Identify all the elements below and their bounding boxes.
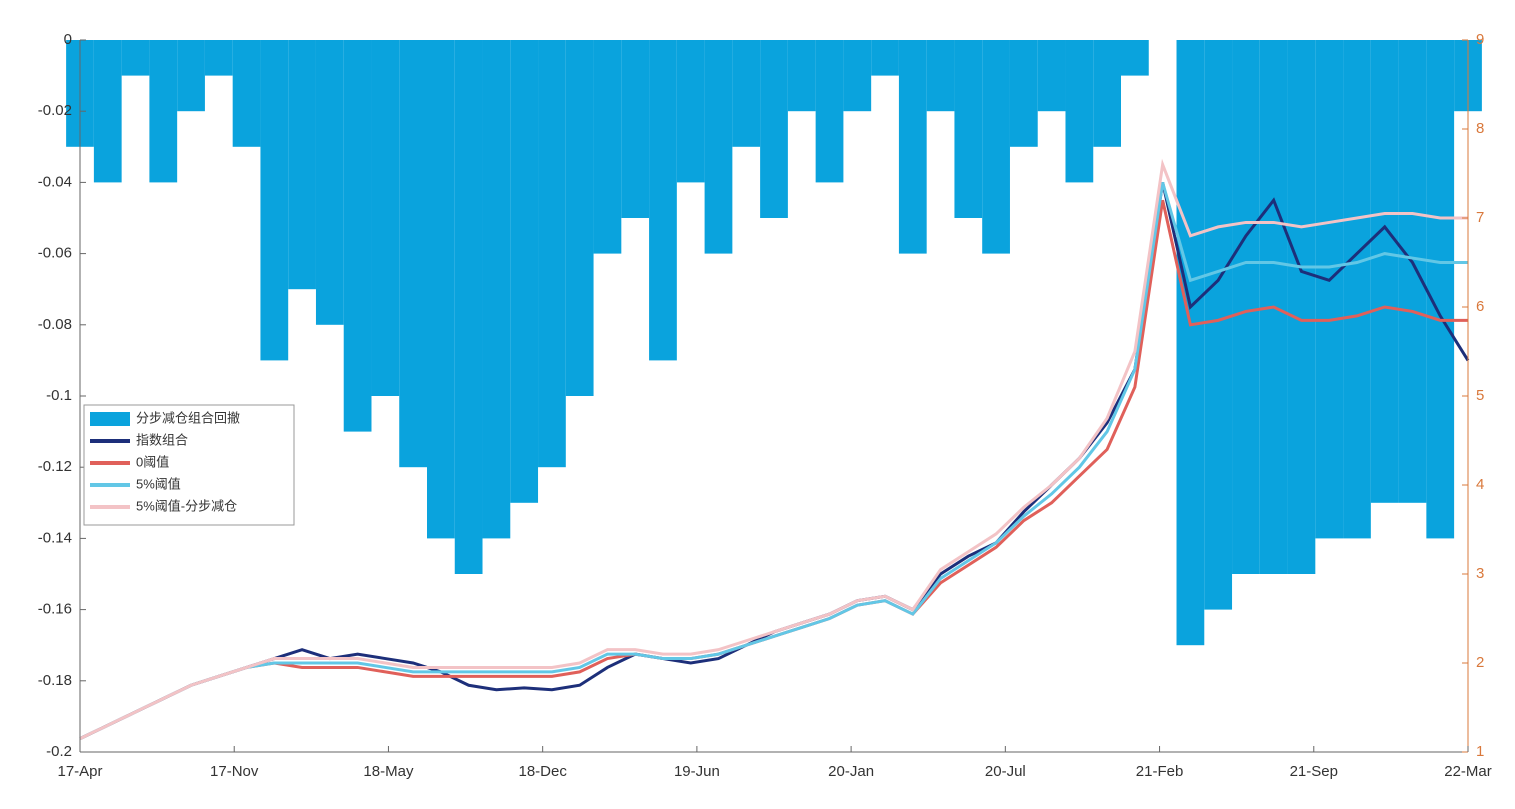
x-tick-label: 20-Jan: [828, 763, 874, 780]
x-tick-label: 20-Jul: [985, 763, 1026, 780]
legend-label: 5%阈值: [136, 476, 181, 491]
x-tick-label: 17-Nov: [210, 763, 259, 780]
y2-tick-label: 5: [1476, 387, 1484, 404]
drawdown-bar: [1065, 40, 1094, 183]
drawdown-bar: [1370, 40, 1399, 503]
y2-tick-label: 4: [1476, 476, 1484, 493]
legend-label: 分步减仓组合回撤: [136, 410, 240, 425]
x-tick-label: 21-Feb: [1136, 763, 1184, 780]
legend-label: 5%阈值-分步减仓: [136, 498, 237, 513]
y2-tick-label: 8: [1476, 120, 1484, 137]
y2-tick-label: 6: [1476, 298, 1484, 315]
drawdown-bar: [149, 40, 178, 183]
drawdown-bar: [871, 40, 899, 76]
drawdown-bar: [399, 40, 427, 468]
drawdown-bar: [926, 40, 955, 112]
y-tick-label: -0.12: [38, 458, 72, 475]
y2-tick-label: 7: [1476, 209, 1484, 226]
drawdown-bar: [787, 40, 816, 112]
drawdown-bar: [1176, 40, 1205, 646]
y-tick-label: -0.14: [38, 529, 72, 546]
y2-tick-label: 2: [1476, 654, 1484, 671]
drawdown-bar: [93, 40, 122, 183]
drawdown-bar: [538, 40, 566, 468]
y-tick-label: 0: [64, 31, 72, 48]
drawdown-bar: [1287, 40, 1316, 574]
drawdown-bar: [1037, 40, 1066, 112]
drawdown-bar: [482, 40, 511, 539]
x-tick-label: 22-Mar: [1444, 763, 1492, 780]
drawdown-bar: [315, 40, 344, 325]
drawdown-bar: [204, 40, 233, 76]
drawdown-bar: [1426, 40, 1455, 539]
drawdown-bar: [260, 40, 289, 361]
drawdown-bar: [898, 40, 927, 254]
x-tick-label: 21-Sep: [1290, 763, 1338, 780]
drawdown-bar: [343, 40, 372, 432]
series-line: [79, 181, 1468, 741]
series-line: [79, 158, 1468, 741]
drawdown-bar: [121, 40, 150, 76]
y-tick-label: -0.08: [38, 316, 72, 333]
drawdown-bar: [732, 40, 761, 147]
drawdown-bar: [232, 40, 261, 147]
x-tick-label: 17-Apr: [57, 763, 102, 780]
drawdown-bar: [760, 40, 788, 218]
drawdown-bar: [371, 40, 400, 396]
y2-tick-label: 9: [1476, 31, 1484, 48]
drawdown-bar: [1398, 40, 1427, 503]
y-tick-label: -0.04: [38, 173, 72, 190]
drawdown-bar: [1232, 40, 1260, 574]
drawdown-bar: [565, 40, 594, 396]
drawdown-bar: [704, 40, 733, 254]
drawdown-bar: [1009, 40, 1038, 147]
drawdown-bar: [593, 40, 622, 254]
drawdown-bar: [1121, 40, 1149, 76]
legend-label: 0阈值: [136, 454, 169, 469]
drawdown-bar: [427, 40, 455, 539]
y2-tick-label: 3: [1476, 565, 1484, 582]
y-tick-label: -0.1: [46, 387, 72, 404]
y-tick-label: -0.16: [38, 601, 72, 618]
x-tick-label: 19-Jun: [674, 763, 720, 780]
drawdown-bar: [454, 40, 483, 574]
drawdown-bar: [177, 40, 205, 112]
drawdown-bar: [843, 40, 872, 112]
drawdown-bar: [982, 40, 1010, 254]
drawdown-bar: [1315, 40, 1344, 539]
y-tick-label: -0.2: [46, 743, 72, 760]
y2-tick-label: 1: [1476, 743, 1484, 760]
y-tick-label: -0.18: [38, 672, 72, 689]
drawdown-bar: [1204, 40, 1233, 610]
legend-swatch: [90, 412, 130, 426]
drawdown-bar: [815, 40, 844, 183]
drawdown-bar: [676, 40, 705, 183]
drawdown-bar: [954, 40, 983, 218]
drawdown-bar: [1343, 40, 1371, 539]
y-tick-label: -0.02: [38, 102, 72, 119]
x-tick-label: 18-Dec: [518, 763, 567, 780]
drawdown-bar: [288, 40, 316, 290]
drawdown-bar: [649, 40, 677, 361]
drawdown-bar: [510, 40, 539, 503]
y-tick-label: -0.06: [38, 245, 72, 262]
drawdown-bar: [621, 40, 650, 218]
legend-label: 指数组合: [136, 432, 188, 447]
drawdown-bar: [1093, 40, 1121, 147]
x-tick-label: 18-May: [363, 763, 414, 780]
